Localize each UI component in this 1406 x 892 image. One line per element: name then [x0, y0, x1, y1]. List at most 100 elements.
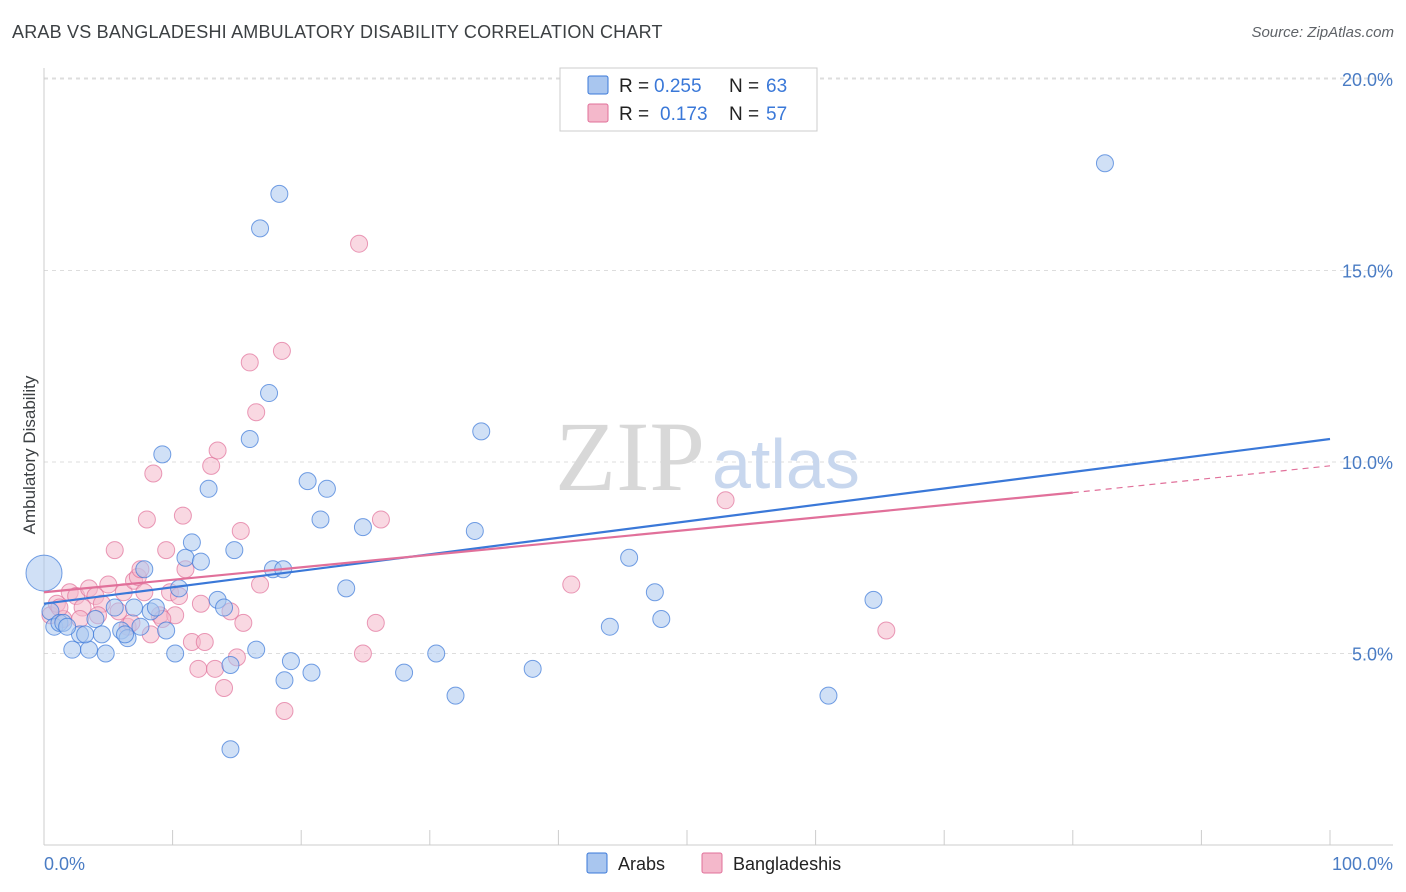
- y-tick-label: 15.0%: [1342, 262, 1393, 282]
- y-tick-label: 20.0%: [1342, 70, 1393, 90]
- arabs-point: [523, 659, 542, 678]
- bangladeshis-point: [350, 234, 369, 253]
- arabs-point: [86, 610, 105, 629]
- bangladeshis-point: [231, 521, 250, 540]
- arabs-point: [221, 740, 240, 759]
- arabs-point: [182, 533, 201, 552]
- arabs-point: [427, 644, 446, 663]
- arabs-point: [260, 384, 279, 403]
- arabs-point: [105, 598, 124, 617]
- bangladeshis-point: [247, 403, 266, 422]
- watermark: ZIP atlas: [555, 401, 860, 512]
- arabs-point: [645, 583, 664, 602]
- arabs-point: [125, 598, 144, 617]
- arabs-point: [337, 579, 356, 598]
- arabs-point: [153, 445, 172, 464]
- bangladeshis-point: [215, 678, 234, 697]
- legend-bangladeshis-n-label: N =: [729, 104, 759, 125]
- arabs-point: [298, 472, 317, 491]
- arabs-point: [472, 422, 491, 441]
- legend-swatch-arabs: [587, 75, 609, 95]
- watermark-zip: ZIP: [555, 401, 705, 512]
- bangladeshis-trend-line: [43, 491, 1073, 594]
- bottom-legend: Arabs Bangladeshis: [586, 852, 841, 874]
- arabs-point: [131, 617, 150, 636]
- bangladeshis-point: [240, 353, 259, 372]
- bangladeshis-point: [195, 633, 214, 652]
- arabs-point: [63, 640, 82, 659]
- x-tick-label-min: 0.0%: [44, 854, 85, 874]
- arabs-point: [446, 686, 465, 705]
- arabs-point: [819, 686, 838, 705]
- arabs-point: [199, 479, 218, 498]
- bangladeshis-point: [157, 541, 176, 560]
- arabs-point: [116, 625, 135, 644]
- source-label: Source: ZipAtlas.com: [1251, 24, 1394, 41]
- bangladeshis-point: [366, 613, 385, 632]
- arabs-point: [80, 640, 99, 659]
- legend-arabs-n-value: 63: [766, 76, 787, 97]
- bangladeshis-point: [877, 621, 896, 640]
- arabs-point: [135, 560, 154, 579]
- arabs-point: [600, 617, 619, 636]
- bangladeshis-point: [208, 441, 227, 460]
- arabs-trend-line: [43, 437, 1331, 605]
- bangladeshis-point: [105, 541, 124, 560]
- arabs-point: [311, 510, 330, 529]
- arabs-point: [92, 625, 111, 644]
- bottom-legend-swatch-bangladeshis: [701, 852, 723, 874]
- arabs-point: [251, 219, 270, 238]
- bangladeshis-point: [173, 506, 192, 525]
- chart-title: ARAB VS BANGLADESHI AMBULATORY DISABILIT…: [12, 22, 663, 42]
- arabs-point: [225, 541, 244, 560]
- arabs-point: [465, 521, 484, 540]
- x-tick-label-max: 100.0%: [1332, 854, 1393, 874]
- y-axis-label: Ambulatory Disability: [20, 375, 39, 534]
- arabs-point: [281, 652, 300, 671]
- arabs-points: [25, 154, 1114, 759]
- bangladeshis-point: [144, 464, 163, 483]
- arabs-point: [275, 671, 294, 690]
- top-legend: R = 0.255 N = 63 R = 0.173 N = 57: [559, 67, 818, 132]
- legend-swatch-bangladeshis: [587, 103, 609, 123]
- arabs-point: [191, 552, 210, 571]
- y-tick-label: 10.0%: [1342, 453, 1393, 473]
- arabs-point: [302, 663, 321, 682]
- legend-bangladeshis-r-value: 0.173: [660, 104, 708, 125]
- arabs-point: [58, 617, 77, 636]
- legend-arabs-r-value: 0.255: [654, 76, 702, 97]
- arabs-point: [240, 430, 259, 449]
- arabs-point: [652, 610, 671, 629]
- bangladeshis-point: [275, 701, 294, 720]
- bangladeshis-point: [251, 575, 270, 594]
- bangladeshis-point: [191, 594, 210, 613]
- bottom-legend-bangladeshis: Bangladeshis: [733, 854, 841, 874]
- arabs-point: [317, 479, 336, 498]
- bottom-legend-arabs: Arabs: [618, 854, 665, 874]
- arabs-point: [170, 579, 189, 598]
- y-tick-labels: 5.0% 10.0% 15.0% 20.0%: [1342, 70, 1393, 665]
- watermark-atlas: atlas: [712, 425, 860, 503]
- arabs-point: [146, 598, 165, 617]
- bangladeshis-point: [562, 575, 581, 594]
- legend-arabs-r-label: R =: [619, 76, 649, 97]
- bangladeshis-point: [137, 510, 156, 529]
- arabs-point: [25, 554, 63, 592]
- bangladeshis-trend-extension: [1072, 465, 1331, 494]
- arabs-point: [215, 598, 234, 617]
- arabs-point: [395, 663, 414, 682]
- arabs-point: [620, 548, 639, 567]
- bangladeshis-point: [189, 659, 208, 678]
- bangladeshis-point: [716, 491, 735, 510]
- bangladeshis-point: [234, 613, 253, 632]
- arabs-point: [166, 644, 185, 663]
- bangladeshis-point: [353, 644, 372, 663]
- legend-bangladeshis-r-label: R =: [619, 104, 649, 125]
- arabs-point: [157, 621, 176, 640]
- trend-lines: [43, 437, 1331, 605]
- arabs-point: [176, 548, 195, 567]
- bangladeshis-point: [202, 456, 221, 475]
- bangladeshis-point: [206, 659, 225, 678]
- y-tick-label: 5.0%: [1352, 645, 1393, 665]
- arabs-point: [76, 625, 95, 644]
